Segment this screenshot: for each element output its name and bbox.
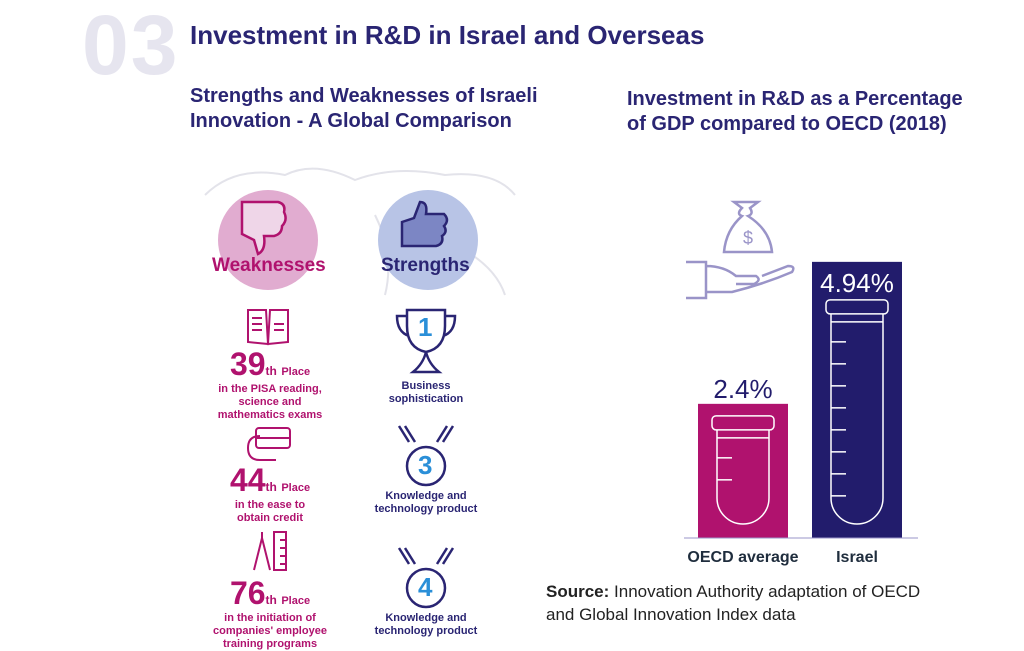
- data-label: 4.94%: [820, 268, 894, 298]
- weakness-item: 44th Place in the ease to obtain credit: [200, 462, 340, 525]
- weakness-item: 76th Place in the initiation of companies…: [200, 575, 340, 651]
- rank-suffix: th: [265, 593, 277, 607]
- chart-title: Investment in R&D as a Percentage of GDP…: [627, 87, 963, 137]
- data-label: 2.4%: [713, 374, 772, 404]
- rank-suffix: th: [265, 480, 277, 494]
- place-label: Place: [281, 482, 311, 494]
- medal-icon: [397, 547, 455, 609]
- thumbs-up-icon: [400, 200, 449, 248]
- trophy-icon: [395, 308, 457, 374]
- svg-text:$: $: [743, 228, 753, 248]
- rank-suffix: th: [265, 364, 277, 378]
- subtitle-line: Innovation - A Global Comparison: [190, 110, 512, 132]
- strength-desc: Knowledge and technology product: [374, 490, 478, 515]
- page-title: Investment in R&D in Israel and Overseas: [190, 20, 705, 50]
- test-tube-cap: [711, 415, 775, 431]
- section-number: 03: [82, 0, 180, 92]
- money-bag-hand-icon: $: [686, 200, 795, 300]
- test-tube-icon: [716, 429, 770, 525]
- weaknesses-label: Weaknesses: [212, 255, 326, 276]
- strength-desc: Business sophistication: [388, 380, 464, 405]
- weakness-rank: 76: [229, 575, 266, 611]
- strength-desc: Knowledge and technology product: [374, 612, 478, 637]
- weakness-rank: 39: [229, 346, 266, 382]
- subtitle-line: Strengths and Weaknesses of Israeli: [190, 85, 538, 107]
- place-label: Place: [281, 366, 311, 378]
- source-label: Source:: [546, 582, 610, 601]
- weakness-desc: in the ease to obtain credit: [234, 499, 306, 524]
- chart-title-line: of GDP compared to OECD (2018): [627, 113, 947, 135]
- left-subtitle: Strengths and Weaknesses of Israeli Inno…: [190, 84, 538, 134]
- compass-ruler-icon: [253, 531, 287, 571]
- strengths-label: Strengths: [381, 255, 470, 276]
- bar: [698, 403, 788, 538]
- credit-card-hand-icon: [246, 427, 291, 461]
- medal-icon: [397, 425, 455, 487]
- strength-rank: 4: [418, 572, 433, 602]
- category-label: OECD average: [687, 549, 798, 566]
- chart-title-line: Investment in R&D as a Percentage: [627, 88, 963, 110]
- weakness-rank: 44: [229, 462, 266, 498]
- weakness-desc: in the initiation of companies' employee t…: [213, 612, 327, 650]
- source-text: and Global Innovation Index data: [546, 605, 796, 624]
- strength-rank: 1: [418, 312, 433, 342]
- weakness-desc: in the PISA reading, science and mathemati…: [217, 383, 323, 421]
- weakness-item: 39th Place in the PISA reading, science a…: [200, 346, 340, 422]
- test-tube-icon: [830, 313, 884, 525]
- bar: [812, 261, 902, 538]
- category-label: Israel: [836, 549, 878, 566]
- test-tube-cap: [825, 299, 889, 315]
- strength-rank: 3: [418, 450, 433, 480]
- source-note: Source: Innovation Authority adaptation …: [546, 580, 920, 626]
- thumbs-down-icon: [240, 200, 287, 256]
- source-text: Innovation Authority adaptation of OECD: [609, 582, 921, 601]
- open-book-icon: [247, 309, 289, 346]
- place-label: Place: [281, 595, 311, 607]
